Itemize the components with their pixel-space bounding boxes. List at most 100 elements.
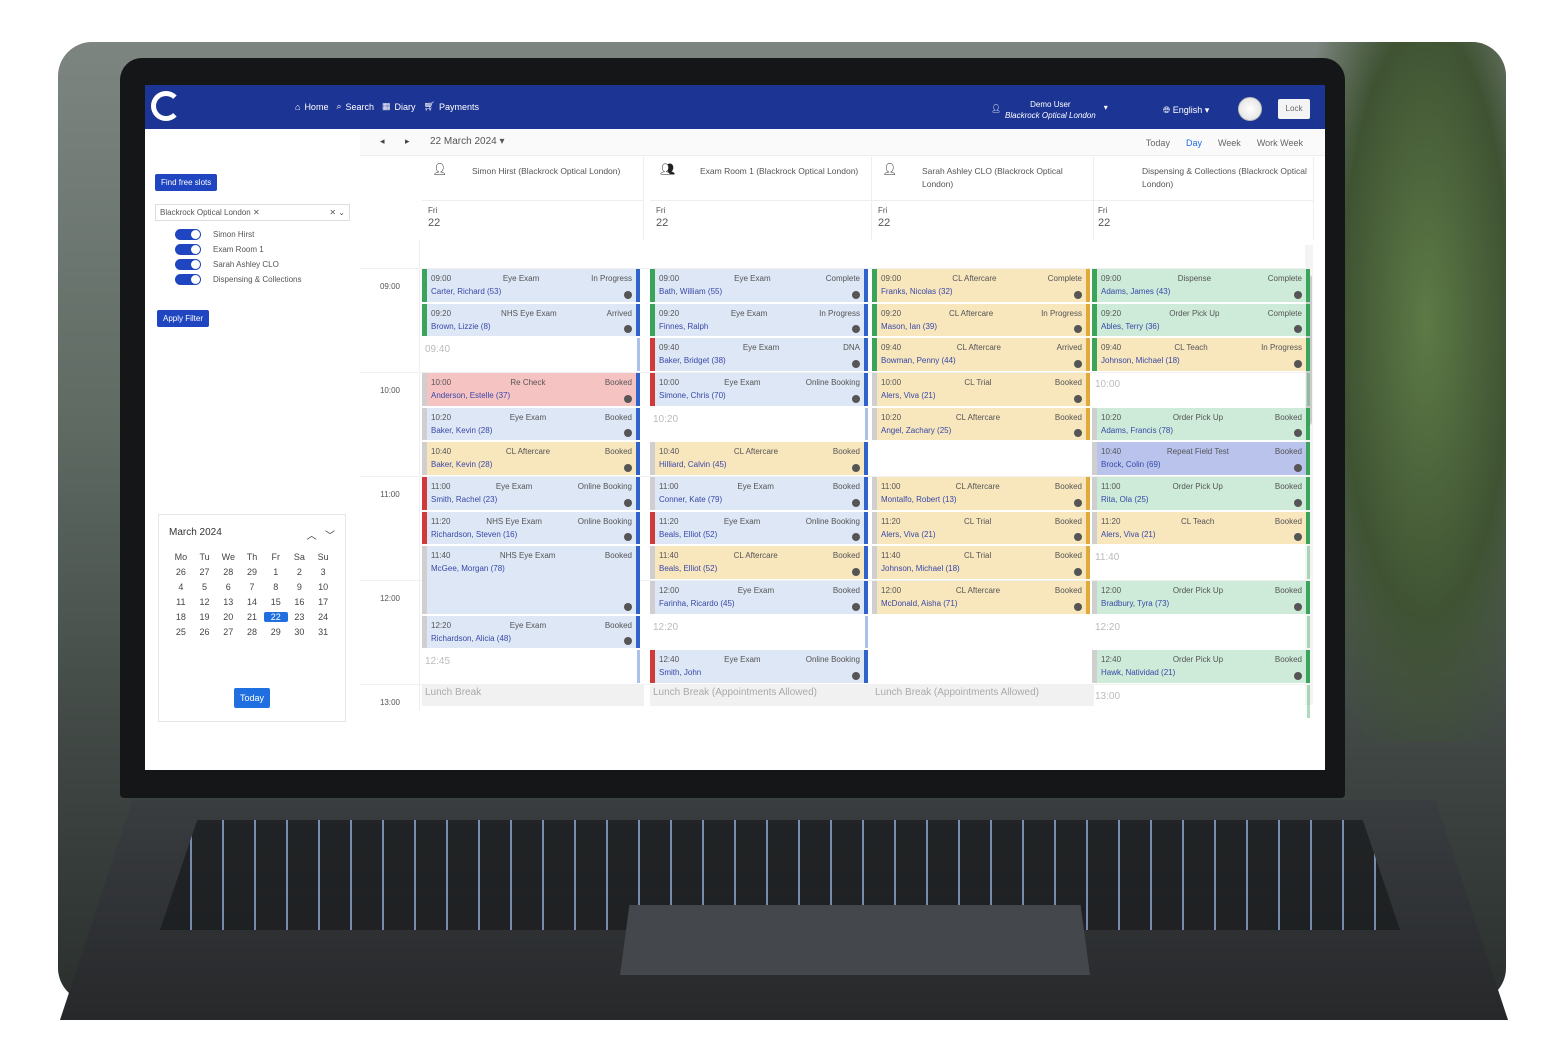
prev-day-icon[interactable]: ◂ [380,136,385,146]
printer-icon[interactable] [1074,498,1082,507]
patient-name[interactable]: Smith, Rachel (23) [431,495,498,504]
printer-icon[interactable] [624,290,632,299]
calendar-day[interactable]: 15 [270,597,281,607]
patient-name[interactable]: Bowman, Penny (44) [881,356,956,366]
printer-icon[interactable] [1074,429,1082,438]
patient-name[interactable]: Adams, Francis (78) [1101,425,1174,435]
appointment[interactable]: 10:00 CL Trial Booked Alers, Viva (21) [872,373,1090,406]
appointment[interactable]: 12:40 Order Pick Up Booked Hawk, Natividad … [1092,650,1310,683]
calendar-day[interactable]: 28 [246,627,257,637]
patient-name[interactable]: Beals, Elliot (52) [659,564,718,574]
printer-icon[interactable] [1294,429,1302,438]
appointment[interactable]: 09:40 CL Aftercare Arrived Bowman, Penny (4… [872,338,1090,371]
appointment[interactable]: 11:20 CL Teach Booked Alers, Viva (21) [1092,511,1310,545]
printer-icon[interactable] [624,602,632,611]
free-slot[interactable]: 10:20 [650,407,868,441]
toggle-simon-hirst[interactable]: Simon Hirst [175,229,254,240]
appointment[interactable]: 11:40 NHS Eye Exam Booked McGee, Morgan (78… [422,546,640,614]
patient-name[interactable]: Finnes, Ralph [659,321,709,331]
toggle-dispensing[interactable]: Dispensing & Collections [175,274,302,285]
printer-icon[interactable] [1074,394,1082,403]
calendar-day[interactable]: 20 [223,612,234,622]
printer-icon[interactable] [1294,359,1302,368]
free-slot[interactable]: 12:20 [650,615,868,649]
patient-name[interactable]: Adams, James (43) [1101,287,1171,296]
appointment[interactable]: 12:20 Eye Exam Booked Richardson, Alicia (4… [422,615,640,649]
nav-diary[interactable]: ▦ Diary [382,101,416,112]
view-day[interactable]: Day [1185,138,1202,148]
patient-name[interactable]: Bradbury, Tyra (73) [1101,599,1170,608]
appointment[interactable]: 11:20 Eye Exam Online Booking Beals, Elliot… [650,511,868,545]
calendar-day[interactable]: 11 [176,597,186,607]
find-free-slots-button[interactable]: Find free slots [155,174,218,191]
printer-icon[interactable] [852,394,860,403]
free-slot[interactable]: 12:45 [422,650,640,683]
printer-icon[interactable] [852,671,860,680]
patient-name[interactable]: Ables, Terry (36) [1101,321,1160,331]
printer-icon[interactable] [624,325,632,334]
calendar-day[interactable]: 1 [273,567,279,577]
patient-name[interactable]: Baker, Bridget (38) [659,356,726,366]
appointment[interactable]: 10:20 CL Aftercare Booked Angel, Zachary (2… [872,407,1090,441]
calendar-day[interactable]: 23 [294,612,305,622]
printer-icon[interactable] [1074,325,1082,334]
patient-name[interactable]: Smith, John [659,668,702,678]
patient-name[interactable]: Beals, Elliot (52) [659,529,718,539]
appointment[interactable]: 12:00 CL Aftercare Booked McDonald, Aisha (… [872,581,1090,614]
patient-name[interactable]: Alers, Viva (21) [881,529,936,539]
appointment[interactable]: 09:20 Order Pick Up Complete Ables, Terry (… [1092,303,1310,337]
toggle-exam-room-1[interactable]: Exam Room 1 [175,244,264,255]
calendar-day[interactable]: 25 [175,627,186,637]
printer-icon[interactable] [1074,359,1082,368]
appointment[interactable]: 11:40 CL Trial Booked Johnson, Michael (18) [872,546,1090,579]
patient-name[interactable]: Johnson, Michael (18) [881,564,960,574]
next-day-icon[interactable]: ▸ [405,136,410,146]
free-slot[interactable]: 10:00 [1092,373,1310,406]
patient-name[interactable]: Richardson, Alicia (48) [431,633,512,643]
printer-icon[interactable] [852,290,860,299]
appointment[interactable]: 10:40 CL Aftercare Booked Hilliard, Calvin … [650,442,868,475]
toggle-sarah-ashley[interactable]: Sarah Ashley CLO [175,259,279,270]
chevron-up-icon[interactable]: ︿ [306,531,317,542]
patient-name[interactable]: Hawk, Natividad (21) [1101,668,1176,678]
app-logo[interactable] [151,91,181,121]
free-slot[interactable]: 13:00 [1092,685,1310,718]
avatar[interactable] [1238,97,1262,121]
nav-payments[interactable]: 🛒︎ Payments [424,101,479,112]
nav-search[interactable]: ⌕ Search [336,101,374,112]
calendar-day[interactable]: 29 [246,567,257,577]
appointment[interactable]: 12:00 Order Pick Up Booked Bradbury, Tyra (… [1092,581,1310,614]
calendar-day[interactable]: 9 [296,582,302,592]
patient-name[interactable]: Johnson, Michael (18) [1101,356,1180,366]
calendar-day[interactable]: 26 [199,627,210,637]
printer-icon[interactable] [1074,567,1082,576]
today-button[interactable]: Today [1145,138,1170,148]
printer-icon[interactable] [1294,671,1302,680]
appointment[interactable]: 09:20 NHS Eye Exam Arrived Brown, Lizzie (8… [422,303,640,337]
apply-filter-button[interactable]: Apply Filter [157,310,210,327]
printer-icon[interactable] [1074,290,1082,299]
toggle-switch[interactable] [175,274,201,285]
printer-icon[interactable] [852,533,860,542]
calendar-day[interactable]: 13 [223,597,234,607]
patient-name[interactable]: Baker, Kevin (28) [431,460,493,470]
patient-name[interactable]: Anderson, Estelle (37) [431,391,511,400]
nav-home[interactable]: ⌂ Home [295,101,328,112]
appointment[interactable]: 09:20 Eye Exam In Progress Finnes, Ralph [650,303,868,337]
printer-icon[interactable] [1074,602,1082,611]
patient-name[interactable]: Hilliard, Calvin (45) [659,460,727,470]
appointment[interactable]: 09:40 Eye Exam DNA Baker, Bridget (38) [650,338,868,371]
printer-icon[interactable] [1294,290,1302,299]
patient-name[interactable]: Alers, Viva (21) [881,391,936,400]
calendar-day[interactable]: 24 [318,612,329,622]
calendar-day[interactable]: 12 [199,597,210,607]
patient-name[interactable]: Montalfo, Robert (13) [881,495,957,504]
calendar-today-button[interactable]: Today [234,688,271,708]
printer-icon[interactable] [624,637,632,646]
calendar-day[interactable]: 6 [225,582,231,592]
printer-icon[interactable] [852,567,860,576]
patient-name[interactable]: Richardson, Steven (16) [431,529,518,539]
printer-icon[interactable] [624,394,632,403]
calendar-day[interactable]: 21 [246,612,257,622]
appointment[interactable]: 10:00 Eye Exam Online Booking Simone, Chris… [650,373,868,406]
